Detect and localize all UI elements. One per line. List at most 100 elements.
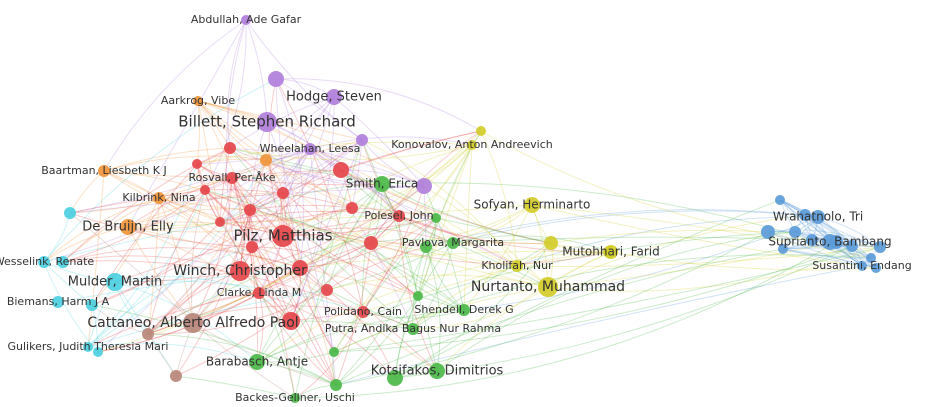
edge xyxy=(452,210,819,244)
edge xyxy=(91,304,337,386)
edge xyxy=(114,270,241,283)
edge xyxy=(62,260,364,313)
edge xyxy=(245,19,268,123)
edge xyxy=(361,139,518,267)
edge xyxy=(516,251,612,267)
edge xyxy=(335,295,419,386)
edge xyxy=(425,246,518,267)
edge xyxy=(412,246,427,330)
edge xyxy=(412,286,549,330)
edge xyxy=(219,210,400,223)
edge xyxy=(197,100,400,217)
node-label: Putra, Andika Bagus Nur Rahma xyxy=(325,322,501,335)
edge xyxy=(370,204,533,244)
edge xyxy=(436,251,612,372)
node xyxy=(241,15,251,25)
edge xyxy=(290,139,363,322)
node xyxy=(431,213,441,223)
edge xyxy=(326,242,454,291)
edges xyxy=(43,19,881,399)
edge xyxy=(43,197,160,263)
node-label: Hodge, Steven xyxy=(286,90,382,105)
edge xyxy=(197,100,221,223)
edge xyxy=(69,212,253,248)
edge xyxy=(231,169,342,179)
edge xyxy=(282,130,482,194)
node xyxy=(83,342,93,352)
node xyxy=(277,187,289,199)
edge xyxy=(370,242,549,288)
edge xyxy=(158,197,194,324)
edge xyxy=(275,78,335,353)
node-label: Pavlova, Margarita xyxy=(402,236,504,249)
edge xyxy=(351,139,363,209)
edge xyxy=(394,242,552,379)
edge xyxy=(127,226,419,297)
edge xyxy=(435,217,518,267)
node xyxy=(524,197,540,213)
edge xyxy=(370,242,610,265)
edge xyxy=(256,242,372,363)
node xyxy=(799,209,811,221)
edge xyxy=(326,246,427,291)
edge xyxy=(423,185,465,311)
node-label: Suprianto, Bambang xyxy=(768,235,891,249)
edge xyxy=(394,295,419,379)
edge xyxy=(290,183,383,322)
node xyxy=(346,202,358,214)
node-label: De Bruijn, Elly xyxy=(82,220,174,235)
node-label: Kholifah, Nur xyxy=(481,259,553,272)
edge xyxy=(294,311,364,399)
edge xyxy=(362,217,437,313)
edge xyxy=(103,170,251,211)
edge xyxy=(362,309,465,319)
node xyxy=(106,273,124,291)
edge xyxy=(417,217,437,297)
edge xyxy=(147,189,206,335)
edge xyxy=(282,96,335,237)
edge xyxy=(158,192,284,200)
edge xyxy=(299,217,437,269)
edge xyxy=(231,177,337,386)
edge xyxy=(249,209,328,291)
edge xyxy=(425,144,473,248)
node xyxy=(407,323,419,335)
node xyxy=(183,313,203,333)
edge xyxy=(219,207,353,223)
nodes xyxy=(38,15,886,403)
edge xyxy=(219,139,363,223)
node xyxy=(230,261,250,281)
edge xyxy=(127,192,284,228)
edge xyxy=(231,177,335,353)
node xyxy=(215,217,225,227)
edge xyxy=(229,147,383,185)
edge xyxy=(266,121,400,217)
node-label: Backes-Gellner, Uschi xyxy=(235,391,355,404)
edge xyxy=(361,139,438,372)
edge xyxy=(767,231,863,267)
edge xyxy=(275,78,304,269)
edge xyxy=(62,147,231,263)
node xyxy=(811,210,825,224)
edge xyxy=(333,254,872,353)
edge xyxy=(412,265,518,330)
node xyxy=(420,241,432,253)
node-label: Shendell, Derek G xyxy=(414,303,513,316)
edge xyxy=(767,231,872,259)
node xyxy=(57,256,69,268)
edge xyxy=(340,169,552,244)
edge xyxy=(127,208,251,228)
edge xyxy=(547,214,806,288)
edge xyxy=(87,159,267,348)
edge xyxy=(394,245,853,379)
node xyxy=(282,312,300,330)
node xyxy=(170,370,182,382)
edge xyxy=(282,217,437,237)
node xyxy=(476,126,486,136)
node xyxy=(272,225,294,247)
edge xyxy=(811,237,881,248)
edge xyxy=(69,159,267,214)
edge xyxy=(97,148,311,353)
edge xyxy=(127,226,194,324)
edge xyxy=(794,231,877,269)
